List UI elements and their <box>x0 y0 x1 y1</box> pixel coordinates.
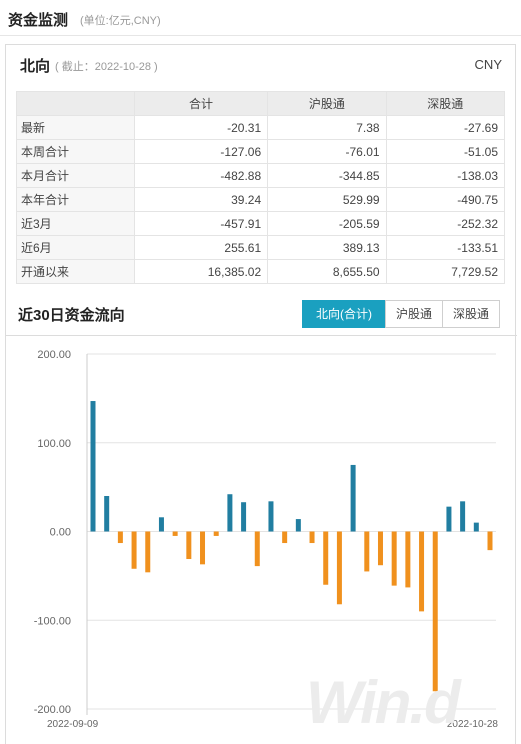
column-header: 合计 <box>133 91 269 116</box>
tab-shenzhen-connect[interactable]: 深股通 <box>442 300 500 328</box>
cell-value: -344.85 <box>267 163 387 188</box>
table-row: 近3月 -457.91 -205.59 -252.32 <box>16 211 506 236</box>
cell-value: -482.88 <box>133 163 269 188</box>
chart-area: 200.00 100.00 0.00 -100.00 -200.00 2022-09-09… <box>6 335 517 744</box>
currency-label: CNY <box>474 57 502 72</box>
bar <box>90 401 96 532</box>
tab-shanghai-connect[interactable]: 沪股通 <box>385 300 443 328</box>
row-label: 本月合计 <box>16 163 135 188</box>
y-tick-label: 0.00 <box>50 527 71 539</box>
bar <box>200 531 206 565</box>
bar <box>268 501 274 532</box>
y-tick-label: 200.00 <box>37 349 71 361</box>
flow-section-title: 近30日资金流向 <box>18 307 125 324</box>
bar <box>172 531 178 536</box>
bar <box>487 531 493 551</box>
table-row: 本月合计 -482.88 -344.85 -138.03 <box>16 163 506 188</box>
x-tick-label: 2022-10-28 <box>447 719 499 730</box>
bar <box>241 502 247 532</box>
cell-value: 7,729.52 <box>385 259 506 284</box>
x-tick-label: 2022-09-09 <box>47 719 99 730</box>
cell-value: -138.03 <box>385 163 506 188</box>
flow-summary-table: 合计 沪股通 深股通 最新 -20.31 7.38 -27.69 本周合计 -1… <box>16 91 506 284</box>
wind-watermark: Win.d <box>306 669 461 736</box>
bar <box>117 531 123 544</box>
unit-note: (单位:亿元,CNY) <box>80 15 161 27</box>
flow-tabs: 北向(合计) 沪股通 深股通 <box>302 300 500 328</box>
cell-value: -76.01 <box>267 139 387 164</box>
cell-value: -133.51 <box>385 235 506 260</box>
cell-value: -20.31 <box>133 115 269 140</box>
bar <box>282 531 288 544</box>
row-label: 本年合计 <box>16 187 135 212</box>
bar <box>254 531 260 567</box>
bar <box>131 531 137 569</box>
cell-value: 7.38 <box>267 115 387 140</box>
cutoff-date: ( 截止：2022-10-28 ) <box>55 61 158 73</box>
y-tick-label: -200.00 <box>34 704 71 716</box>
table-row: 开通以来 16,385.02 8,655.50 7,729.52 <box>16 259 506 284</box>
bar <box>186 531 192 560</box>
y-tick-label: -100.00 <box>34 615 71 627</box>
northbound-title: 北向 <box>20 58 51 75</box>
row-label: 本周合计 <box>16 139 135 164</box>
bar <box>364 531 370 572</box>
bar <box>446 506 452 532</box>
bar <box>309 531 315 544</box>
bar <box>460 501 466 532</box>
row-label: 开通以来 <box>16 259 135 284</box>
row-label: 近6月 <box>16 235 135 260</box>
bar <box>350 464 356 532</box>
bar <box>158 517 164 532</box>
table-row: 近6月 255.61 389.13 -133.51 <box>16 235 506 260</box>
bar <box>419 531 425 612</box>
table-row: 本年合计 39.24 529.99 -490.75 <box>16 187 506 212</box>
bar <box>473 522 479 532</box>
tab-northbound-total[interactable]: 北向(合计) <box>302 300 386 328</box>
cell-value: -127.06 <box>133 139 269 164</box>
cell-value: 16,385.02 <box>133 259 269 284</box>
bar <box>391 531 397 586</box>
page-title: 资金监测 <box>8 12 69 29</box>
bar <box>227 494 233 532</box>
y-tick-label: 100.00 <box>37 438 71 450</box>
row-label: 近3月 <box>16 211 135 236</box>
cell-value: 389.13 <box>267 235 387 260</box>
cell-value: -205.59 <box>267 211 387 236</box>
table-row: 本周合计 -127.06 -76.01 -51.05 <box>16 139 506 164</box>
bar <box>377 531 383 566</box>
bar <box>295 519 301 532</box>
bar <box>405 531 411 588</box>
bar <box>104 496 110 532</box>
northbound-panel: 北向 ( 截止：2022-10-28 ) CNY 合计 沪股通 深股通 最新 -… <box>5 44 517 744</box>
cell-value: 529.99 <box>267 187 387 212</box>
bar <box>213 531 219 536</box>
bar <box>432 531 438 692</box>
bar <box>145 531 151 573</box>
bar <box>323 531 329 585</box>
bar <box>336 531 342 605</box>
top-bar: 资金监测 (单位:亿元,CNY) <box>0 0 521 36</box>
